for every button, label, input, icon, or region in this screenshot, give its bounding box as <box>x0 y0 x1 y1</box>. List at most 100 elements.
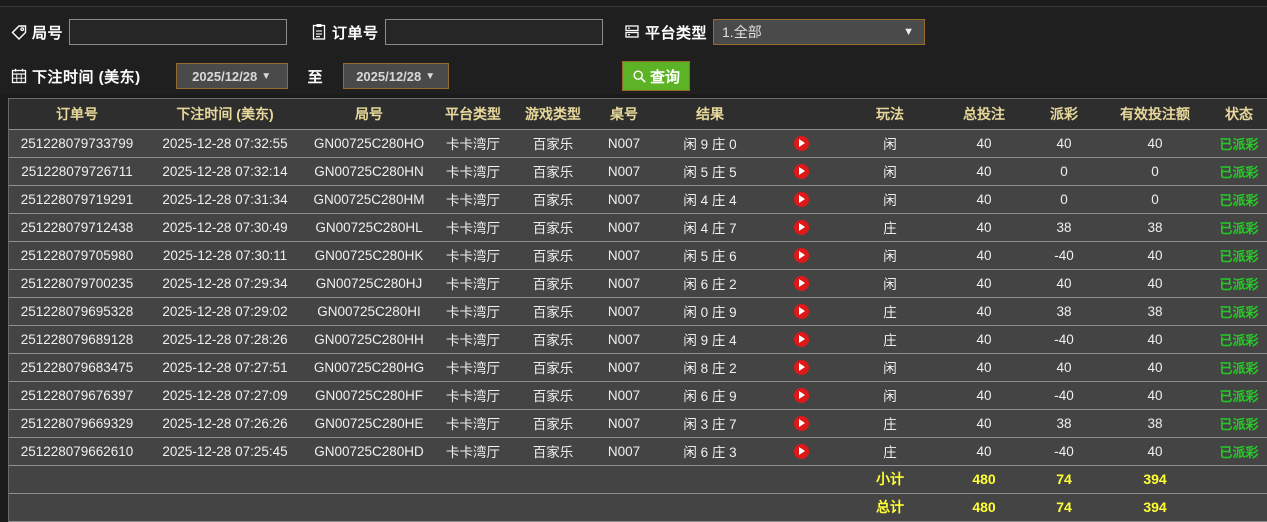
play-icon[interactable] <box>793 415 809 431</box>
table-row: 251228079662610 2025-12-28 07:25:45 GN0072… <box>9 437 1267 466</box>
table-header-row: 订单号 下注时间 (美东) 局号 平台类型 游戏类型 桌号 结果 玩法 总投注 派彩 有效投注额 状态… <box>9 99 1267 130</box>
cell-bet-type: 闲 <box>837 157 943 186</box>
play-icon[interactable] <box>793 359 809 375</box>
cell-result: 闲 9 庄 4 <box>655 325 765 354</box>
cell-round-no: GN00725C280HH <box>305 325 433 354</box>
cell-result: 闲 4 庄 7 <box>655 213 765 242</box>
cell-payout: -40 <box>1025 437 1103 466</box>
cell-bet-type: 闲 <box>837 381 943 410</box>
summary-empty-cell <box>433 465 513 494</box>
order-no-input[interactable] <box>384 19 603 45</box>
summary-payout: 74 <box>1025 465 1103 494</box>
summary-empty-cell <box>765 465 837 494</box>
cell-bet-type: 闲 <box>837 353 943 382</box>
cell-bet-time: 2025-12-28 07:29:34 <box>145 269 305 298</box>
cell-order-no: 251228079700235 <box>9 269 145 298</box>
play-icon[interactable] <box>793 275 809 291</box>
status-badge: 已派彩 <box>1219 304 1259 320</box>
cell-video-play <box>765 437 837 466</box>
cell-total-bet: 40 <box>943 437 1025 466</box>
cell-round-no: GN00725C280HF <box>305 381 433 410</box>
cell-platform: 卡卡湾厅 <box>433 157 513 186</box>
cell-valid-bet: 40 <box>1103 353 1207 382</box>
cell-game-type: 百家乐 <box>513 185 593 214</box>
cell-platform: 卡卡湾厅 <box>433 269 513 298</box>
bet-time-label: 下注时间 (美东) <box>32 68 141 86</box>
summary-total-bet: 480 <box>943 493 1025 522</box>
table-body: 251228079733799 2025-12-28 07:32:55 GN0072… <box>9 129 1267 522</box>
cell-payout: 40 <box>1025 269 1103 298</box>
cell-status: 已派彩 <box>1207 185 1267 214</box>
cell-table-no: N007 <box>593 241 655 270</box>
cell-valid-bet: 40 <box>1103 269 1207 298</box>
cell-video-play <box>765 213 837 242</box>
play-icon[interactable] <box>793 303 809 319</box>
summary-label: 小计 <box>837 465 943 494</box>
play-icon[interactable] <box>793 163 809 179</box>
query-button-wrap: 查询 <box>622 61 691 91</box>
cell-payout: -40 <box>1025 381 1103 410</box>
cell-total-bet: 40 <box>943 241 1025 270</box>
table-row: 251228079689128 2025-12-28 07:28:26 GN0072… <box>9 325 1267 354</box>
cell-table-no: N007 <box>593 409 655 438</box>
status-badge: 已派彩 <box>1219 192 1259 208</box>
filter-order-no: 订单号 <box>310 19 603 45</box>
query-button[interactable]: 查询 <box>622 61 691 91</box>
cell-round-no: GN00725C280HG <box>305 353 433 382</box>
cell-payout: 40 <box>1025 129 1103 158</box>
cell-payout: -40 <box>1025 325 1103 354</box>
play-icon[interactable] <box>793 191 809 207</box>
cell-status: 已派彩 <box>1207 297 1267 326</box>
cell-bet-time: 2025-12-28 07:25:45 <box>145 437 305 466</box>
play-icon[interactable] <box>793 135 809 151</box>
bet-time-from-value: 2025/12/28 <box>192 68 258 84</box>
cell-total-bet: 40 <box>943 129 1025 158</box>
round-no-input[interactable] <box>69 19 288 45</box>
platform-type-label: 平台类型 <box>645 24 708 42</box>
table-row: 251228079733799 2025-12-28 07:32:55 GN0072… <box>9 129 1267 158</box>
cell-table-no: N007 <box>593 157 655 186</box>
play-icon[interactable] <box>793 331 809 347</box>
status-badge: 已派彩 <box>1219 220 1259 236</box>
play-icon[interactable] <box>793 443 809 459</box>
bet-time-from-picker[interactable]: 2025/12/28 ▼ <box>175 63 288 89</box>
summary-valid-bet: 394 <box>1103 493 1207 522</box>
status-badge: 已派彩 <box>1219 248 1259 264</box>
cell-bet-time: 2025-12-28 07:31:34 <box>145 185 305 214</box>
bet-time-to-picker[interactable]: 2025/12/28 ▼ <box>342 63 449 89</box>
column-header-6: 结果 <box>655 99 765 130</box>
cell-status: 已派彩 <box>1207 381 1267 410</box>
play-icon[interactable] <box>793 387 809 403</box>
play-icon[interactable] <box>793 219 809 235</box>
cell-result: 闲 3 庄 7 <box>655 409 765 438</box>
play-icon[interactable] <box>793 247 809 263</box>
cell-valid-bet: 40 <box>1103 381 1207 410</box>
cell-bet-time: 2025-12-28 07:32:14 <box>145 157 305 186</box>
cell-payout: 0 <box>1025 157 1103 186</box>
summary-empty-cell <box>1207 465 1267 494</box>
cell-platform: 卡卡湾厅 <box>433 381 513 410</box>
cell-platform: 卡卡湾厅 <box>433 297 513 326</box>
table-row: 251228079676397 2025-12-28 07:27:09 GN0072… <box>9 381 1267 410</box>
cell-table-no: N007 <box>593 353 655 382</box>
cell-valid-bet: 40 <box>1103 241 1207 270</box>
platform-type-select[interactable]: 1.全部 ▼ <box>713 19 926 45</box>
cell-result: 闲 6 庄 2 <box>655 269 765 298</box>
cell-bet-type: 庄 <box>837 297 943 326</box>
cell-total-bet: 40 <box>943 185 1025 214</box>
table-row: 251228079669329 2025-12-28 07:26:26 GN0072… <box>9 409 1267 438</box>
cell-game-type: 百家乐 <box>513 353 593 382</box>
order-no-label: 订单号 <box>332 24 379 42</box>
cell-game-type: 百家乐 <box>513 437 593 466</box>
cell-order-no: 251228079683475 <box>9 353 145 382</box>
cell-bet-type: 闲 <box>837 269 943 298</box>
cell-total-bet: 40 <box>943 325 1025 354</box>
clipboard-icon <box>310 23 328 41</box>
cell-platform: 卡卡湾厅 <box>433 325 513 354</box>
cell-payout: 38 <box>1025 297 1103 326</box>
cell-platform: 卡卡湾厅 <box>433 409 513 438</box>
column-header-10: 派彩 <box>1025 99 1103 130</box>
status-badge: 已派彩 <box>1219 444 1259 460</box>
cell-order-no: 251228079705980 <box>9 241 145 270</box>
column-header-8: 玩法 <box>837 99 943 130</box>
